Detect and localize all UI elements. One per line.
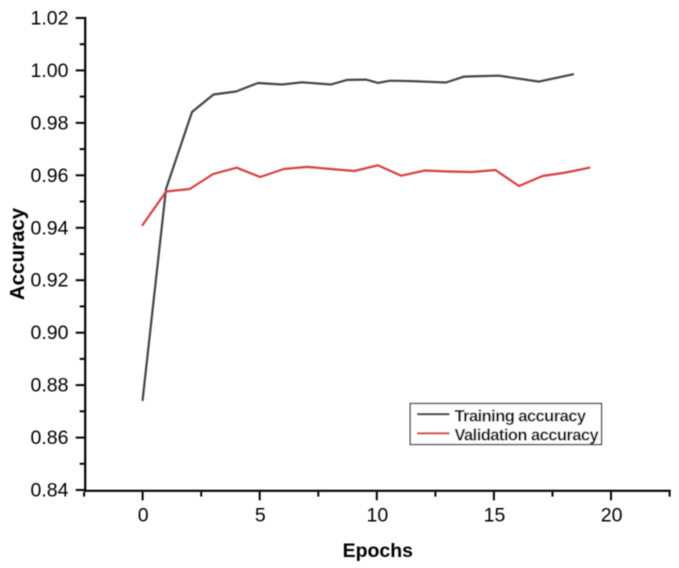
- svg-text:Accuracy: Accuracy: [6, 207, 29, 300]
- svg-text:20: 20: [601, 505, 623, 527]
- svg-text:0.96: 0.96: [31, 165, 69, 187]
- svg-text:5: 5: [255, 505, 266, 527]
- svg-text:0.90: 0.90: [31, 322, 69, 344]
- svg-text:0.92: 0.92: [31, 270, 69, 292]
- svg-text:0.98: 0.98: [31, 112, 69, 134]
- svg-text:Training accuracy: Training accuracy: [455, 407, 587, 425]
- svg-text:1.00: 1.00: [31, 60, 69, 82]
- svg-text:0: 0: [138, 505, 149, 527]
- svg-text:0.84: 0.84: [31, 480, 69, 502]
- svg-text:15: 15: [484, 505, 506, 527]
- svg-text:10: 10: [367, 505, 389, 527]
- svg-text:Validation accuracy: Validation accuracy: [455, 426, 600, 444]
- svg-text:Epochs: Epochs: [343, 540, 414, 562]
- svg-text:1.02: 1.02: [31, 8, 69, 30]
- svg-text:0.86: 0.86: [31, 427, 69, 449]
- svg-text:0.88: 0.88: [31, 375, 69, 397]
- svg-text:0.94: 0.94: [31, 217, 69, 239]
